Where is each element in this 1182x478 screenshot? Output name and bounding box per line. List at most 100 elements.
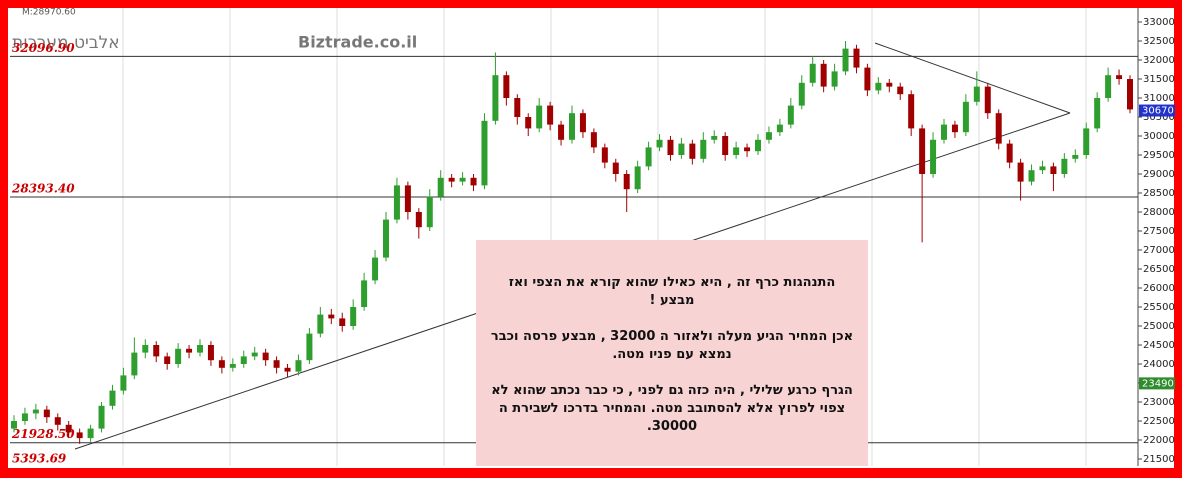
candle-body xyxy=(973,86,980,102)
candle-body xyxy=(656,139,663,148)
candle-body xyxy=(481,120,488,186)
candle-body xyxy=(995,113,1002,144)
candle-body xyxy=(262,352,269,361)
candle-body xyxy=(1127,79,1133,110)
chart-title: אלביט מערכות xyxy=(12,33,120,53)
y-tick-label: 22500 xyxy=(1143,416,1175,427)
y-tick-label: 24000 xyxy=(1143,359,1175,370)
candle-body xyxy=(372,257,379,281)
candle-body xyxy=(711,136,718,140)
chart-subtitle: Biztrade.co.il xyxy=(298,33,417,52)
candle-body xyxy=(820,63,827,87)
candle-body xyxy=(536,105,543,129)
candle-body xyxy=(459,177,466,182)
candle-body xyxy=(229,364,236,368)
candle-body xyxy=(678,143,685,155)
level-label: 32096.90 xyxy=(12,41,75,55)
candle-body xyxy=(908,94,915,129)
candle-body xyxy=(798,82,805,106)
level-label: 21928.50 xyxy=(11,427,75,441)
y-tick-label: 28000 xyxy=(1143,207,1175,218)
candle-body xyxy=(87,428,94,439)
price-tag xyxy=(1139,377,1175,390)
candle-body xyxy=(514,98,521,117)
candle-body xyxy=(645,147,652,167)
candle-body xyxy=(54,417,61,425)
candle-body xyxy=(930,139,937,174)
candle-body xyxy=(284,367,291,372)
y-tick-label: 22000 xyxy=(1143,435,1175,446)
candle-body xyxy=(1050,166,1057,174)
candle-body xyxy=(448,177,455,182)
candle-body xyxy=(43,409,50,418)
candle-body xyxy=(941,124,947,140)
price-tag xyxy=(1139,104,1175,117)
annotation-text: אכן המחיר הגיע מעלה ולאזור ה 32000 , מבצ… xyxy=(490,329,854,362)
candle-body xyxy=(437,177,444,197)
candle-body xyxy=(875,82,882,91)
candle-body xyxy=(142,345,149,353)
candle-body xyxy=(700,139,707,159)
y-tick-label: 25500 xyxy=(1143,302,1175,313)
candle-body xyxy=(11,421,17,429)
candle-body xyxy=(547,105,554,125)
candle-body xyxy=(886,82,893,87)
y-tick-label: 31000 xyxy=(1143,93,1175,104)
candle-body xyxy=(951,124,958,133)
bottom-note: 5393.69 xyxy=(12,452,67,466)
candle-body xyxy=(339,318,346,326)
candle-body xyxy=(240,356,247,364)
candle-body xyxy=(722,136,729,155)
candle-body xyxy=(164,356,171,364)
y-tick-label: 33000 xyxy=(1143,17,1175,28)
candle-body xyxy=(612,162,619,174)
y-tick-label: 32000 xyxy=(1143,55,1175,66)
candle-body xyxy=(864,67,871,91)
candle-body xyxy=(1072,155,1079,159)
y-tick-label: 32500 xyxy=(1143,36,1175,47)
y-tick-label: 30000 xyxy=(1143,131,1175,142)
candle-body xyxy=(492,75,499,121)
candle-body xyxy=(415,212,422,228)
candle-body xyxy=(273,360,280,368)
y-tick-label: 29500 xyxy=(1143,150,1175,161)
annotation-box: התנהגות כרף זה , היא כאילו שהוא קורא את … xyxy=(476,240,868,466)
candle-body xyxy=(21,413,28,421)
candle-body xyxy=(733,147,740,155)
candle-body xyxy=(1116,75,1123,79)
candle-body xyxy=(503,75,510,98)
candle-body xyxy=(317,314,324,334)
candle-body xyxy=(197,345,203,353)
candle-body xyxy=(404,185,411,212)
candle-body xyxy=(590,132,597,148)
candle-body xyxy=(634,166,641,190)
price-tag-label: 23490 xyxy=(1142,378,1174,389)
candle-body xyxy=(65,424,72,433)
candle-body xyxy=(689,143,696,159)
candle-body xyxy=(32,409,39,414)
candle-body xyxy=(153,345,160,357)
y-tick-label: 28500 xyxy=(1143,188,1175,199)
candle-body xyxy=(579,113,586,133)
candle-body xyxy=(175,348,182,364)
candle-body xyxy=(306,333,313,361)
candle-body xyxy=(897,86,904,95)
candle-body xyxy=(809,63,816,83)
candle-body xyxy=(393,185,400,220)
header-note: M:28970.60 xyxy=(22,8,76,18)
candle-body xyxy=(426,196,433,228)
candle-body xyxy=(1094,98,1101,129)
candle-body xyxy=(470,177,477,186)
candle-body xyxy=(1105,75,1112,98)
candle-body xyxy=(1083,128,1090,155)
candle-body xyxy=(765,132,772,140)
candle-body xyxy=(919,128,926,174)
price-tag-label: 30670 xyxy=(1142,106,1174,117)
candle-body xyxy=(776,124,783,133)
y-tick-label: 26500 xyxy=(1143,264,1175,275)
candle-body xyxy=(569,113,575,140)
y-tick-label: 21500 xyxy=(1143,454,1175,465)
annotation-text: הגרף כרגע שלילי , היה כזה גם לפני , כי כ… xyxy=(491,383,853,434)
